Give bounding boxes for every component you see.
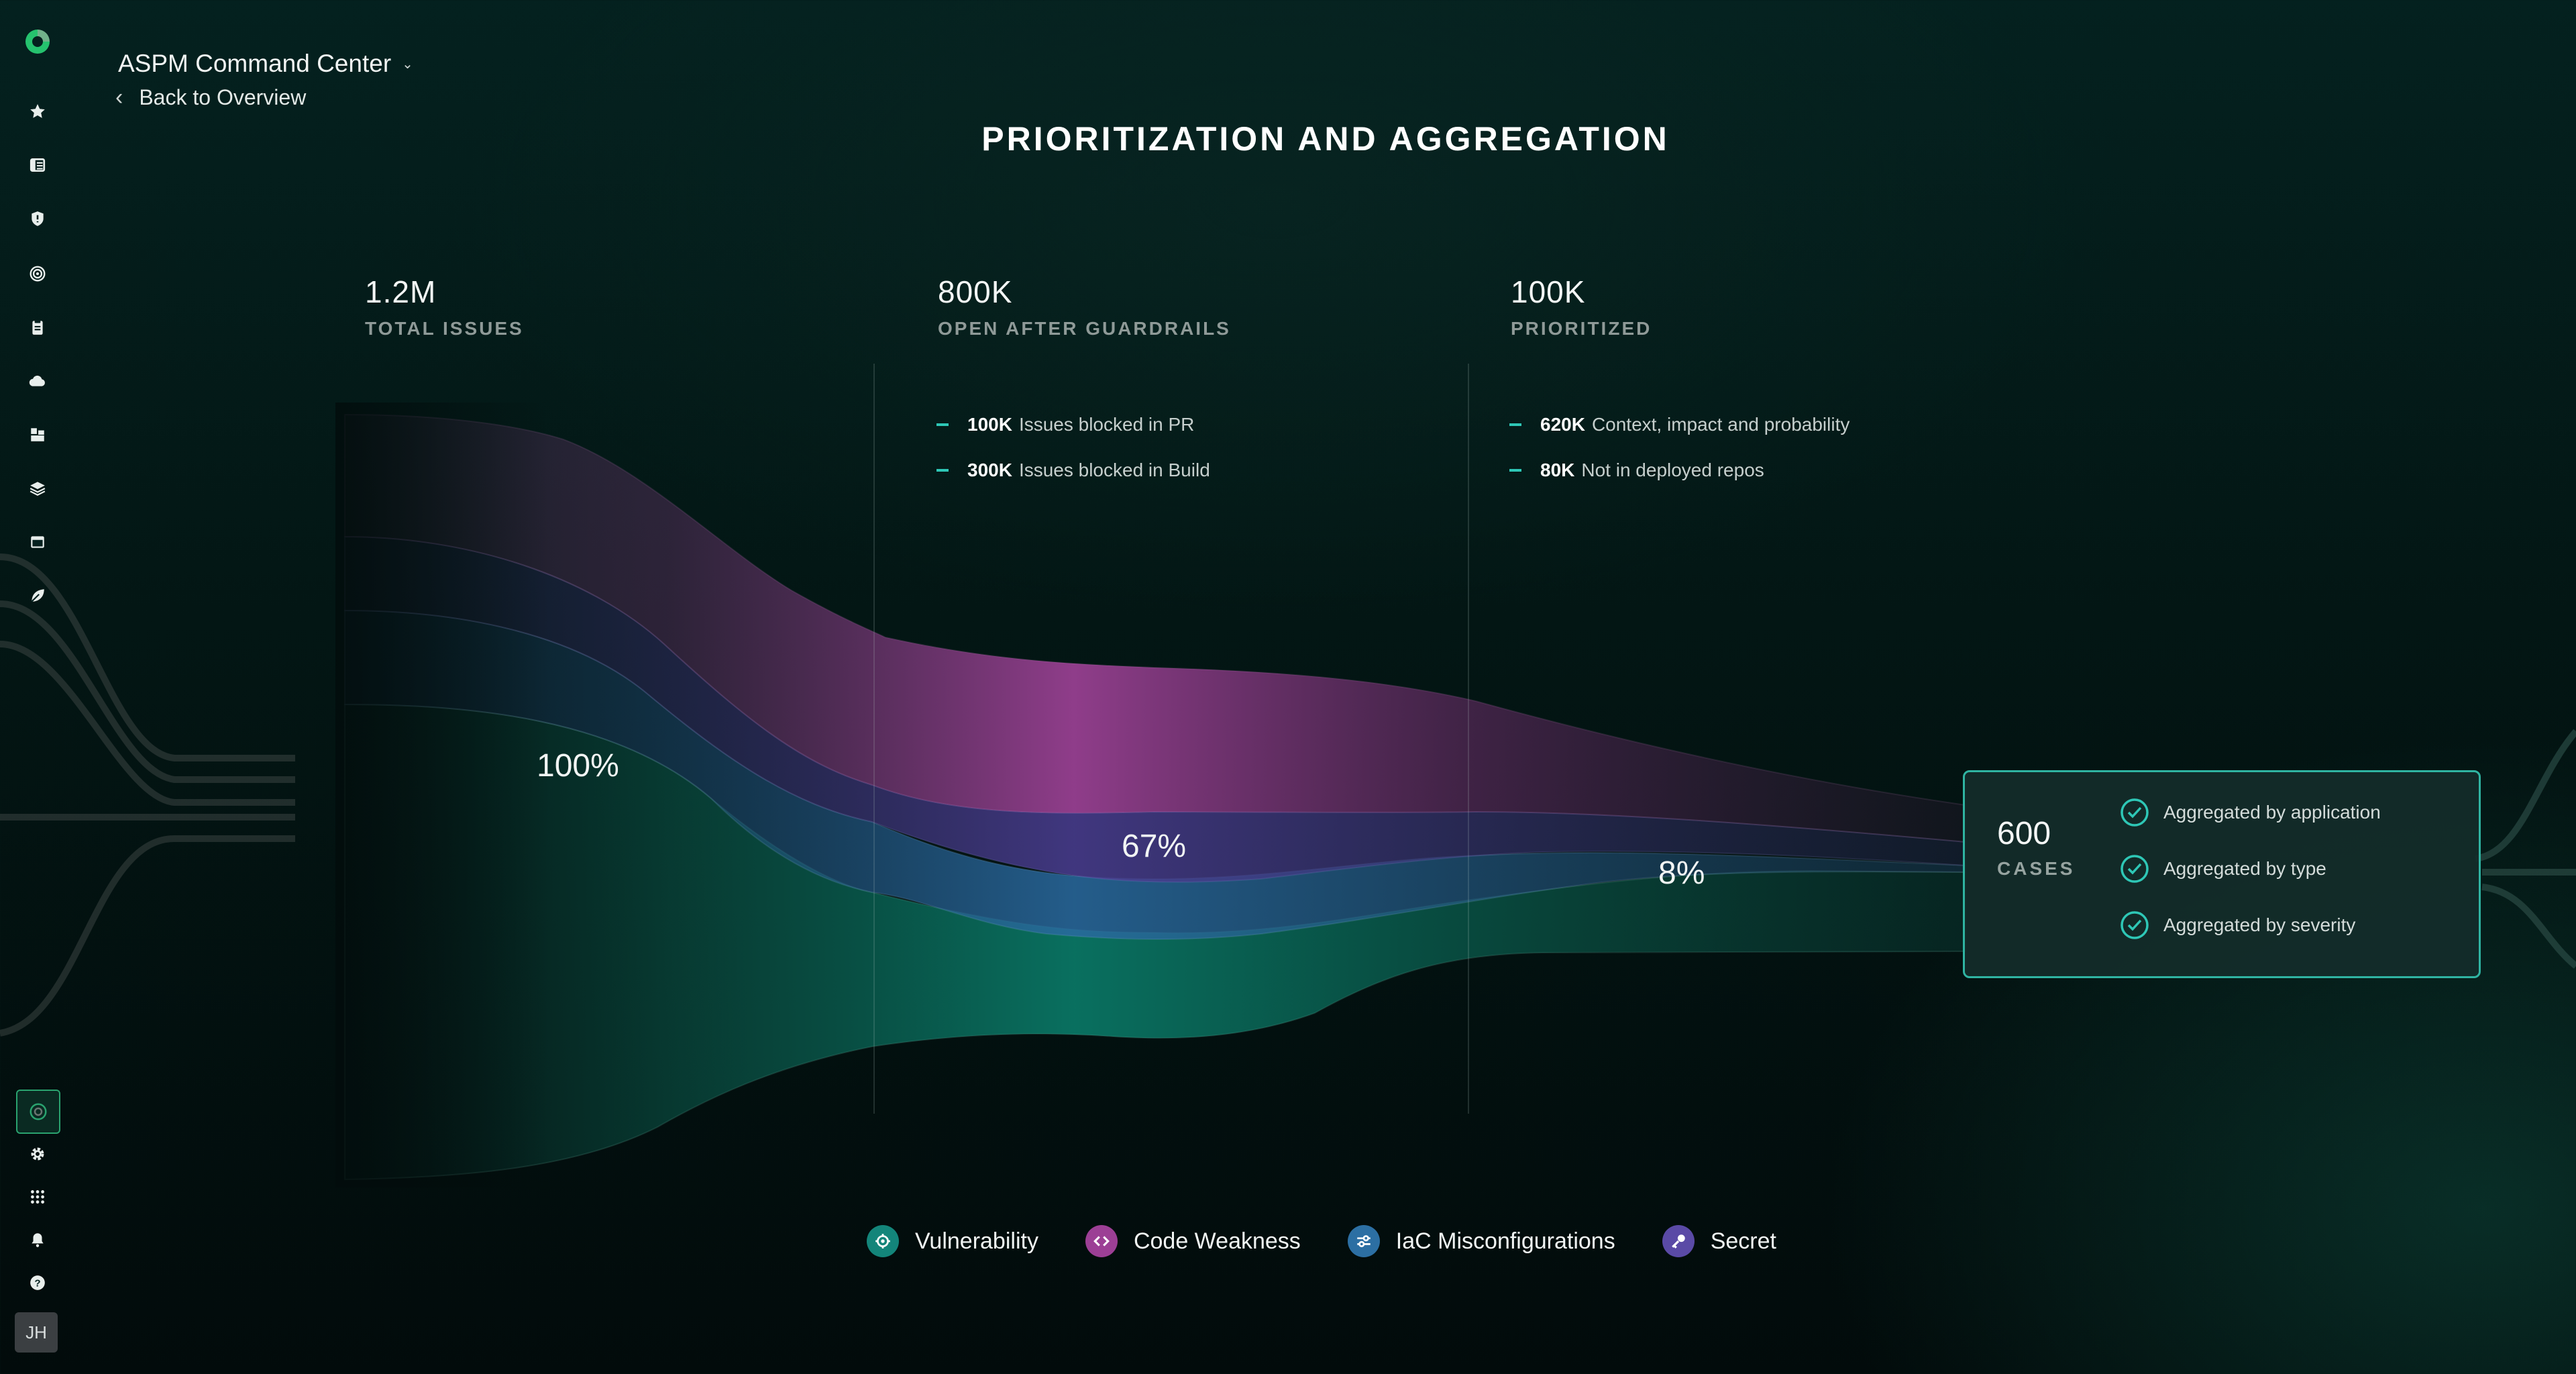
percent-guardrails: 67% [1122,829,1187,864]
page-title: PRIORITIZATION AND AGGREGATION [981,120,1670,158]
back-to-overview-link[interactable]: ‹ Back to Overview [115,85,306,111]
dash-icon [1509,469,1521,472]
star-icon[interactable] [25,99,50,123]
stage-divider [1468,364,1469,1114]
help-icon[interactable]: ? [25,1271,50,1295]
status-indicator-icon[interactable] [16,1090,60,1134]
aggregation-item: Aggregated by type [2119,853,2326,885]
target-icon[interactable] [25,262,50,286]
layers-icon[interactable] [25,476,50,500]
apps-grid-icon[interactable] [25,1185,50,1209]
aggregation-item: Aggregated by severity [2119,909,2355,941]
sliders-icon [1347,1225,1380,1257]
sidebar: ? JH [0,0,75,1374]
list-item: 80K Not in deployed repos [1509,456,1849,484]
list-icon[interactable] [25,153,50,177]
avatar[interactable]: JH [15,1312,58,1353]
stage-total-issues: 1.2M TOTAL ISSUES [365,274,524,339]
list-item: 620K Context, impact and probability [1509,411,1849,439]
dash-icon [936,423,949,426]
check-circle-icon [2121,798,2149,827]
stage-value: 1.2M [365,274,437,309]
target-icon [867,1225,899,1257]
code-weakness-flow [344,413,1966,843]
guardrails-bullets: 100K Issues blocked in PR 300K Issues bloc… [936,411,1210,502]
stage-label: TOTAL ISSUES [365,318,524,339]
app-title-dropdown[interactable]: ASPM Command Center ⌄ [118,50,413,78]
svg-text:?: ? [34,1277,40,1289]
chevron-down-icon: ⌄ [402,56,413,72]
key-icon [1662,1225,1695,1257]
stage-open-after-guardrails: 800K OPEN AFTER GUARDRAILS [938,274,1231,339]
percent-total: 100% [537,748,619,784]
cases-label: CASES [1997,858,2076,879]
stage-value: 100K [1511,274,1586,309]
legend-label: Vulnerability [915,1228,1038,1254]
cases-value: 600 [1997,816,2051,851]
legend-item-code-weakness[interactable]: Code Weakness [1085,1225,1301,1257]
stage-label: PRIORITIZED [1511,318,1652,339]
legend-item-vulnerability[interactable]: Vulnerability [867,1225,1038,1257]
prioritized-bullets: 620K Context, impact and probability 80K N… [1509,411,1849,502]
leaf-icon[interactable] [25,584,50,608]
back-link-label: Back to Overview [139,85,307,109]
app-title-label: ASPM Command Center [118,50,392,77]
legend: Vulnerability Code Weakness IaC Misconfi… [867,1225,1823,1257]
list-item: 100K Issues blocked in PR [936,411,1210,439]
code-icon [1085,1225,1118,1257]
percent-prioritized: 8% [1658,855,1705,891]
app-logo-icon[interactable] [23,27,52,56]
dash-icon [936,469,949,472]
list-item: 300K Issues blocked in Build [936,456,1210,484]
bell-icon[interactable] [25,1228,50,1252]
legend-label: Code Weakness [1133,1228,1301,1254]
gear-icon[interactable] [25,1142,50,1166]
clipboard-icon[interactable] [25,315,50,339]
window-icon[interactable] [25,530,50,554]
check-circle-icon [2121,855,2149,883]
legend-label: IaC Misconfigurations [1395,1228,1615,1254]
stage-value: 800K [938,274,1013,309]
stage-prioritized: 100K PRIORITIZED [1511,274,1652,339]
shield-alert-icon[interactable] [25,207,50,231]
cases-card: 600 CASES Aggregated by application Aggr… [1963,770,2481,978]
dash-icon [1509,423,1521,426]
legend-item-secret[interactable]: Secret [1662,1225,1776,1257]
chevron-left-icon: ‹ [115,85,123,110]
legend-item-iac[interactable]: IaC Misconfigurations [1347,1225,1615,1257]
cloud-icon[interactable] [25,369,50,393]
stage-divider [873,364,875,1114]
check-circle-icon [2121,911,2149,939]
blocks-icon[interactable] [25,423,50,447]
legend-label: Secret [1710,1228,1776,1254]
stage-label: OPEN AFTER GUARDRAILS [938,318,1231,339]
aggregation-item: Aggregated by application [2119,796,2381,829]
